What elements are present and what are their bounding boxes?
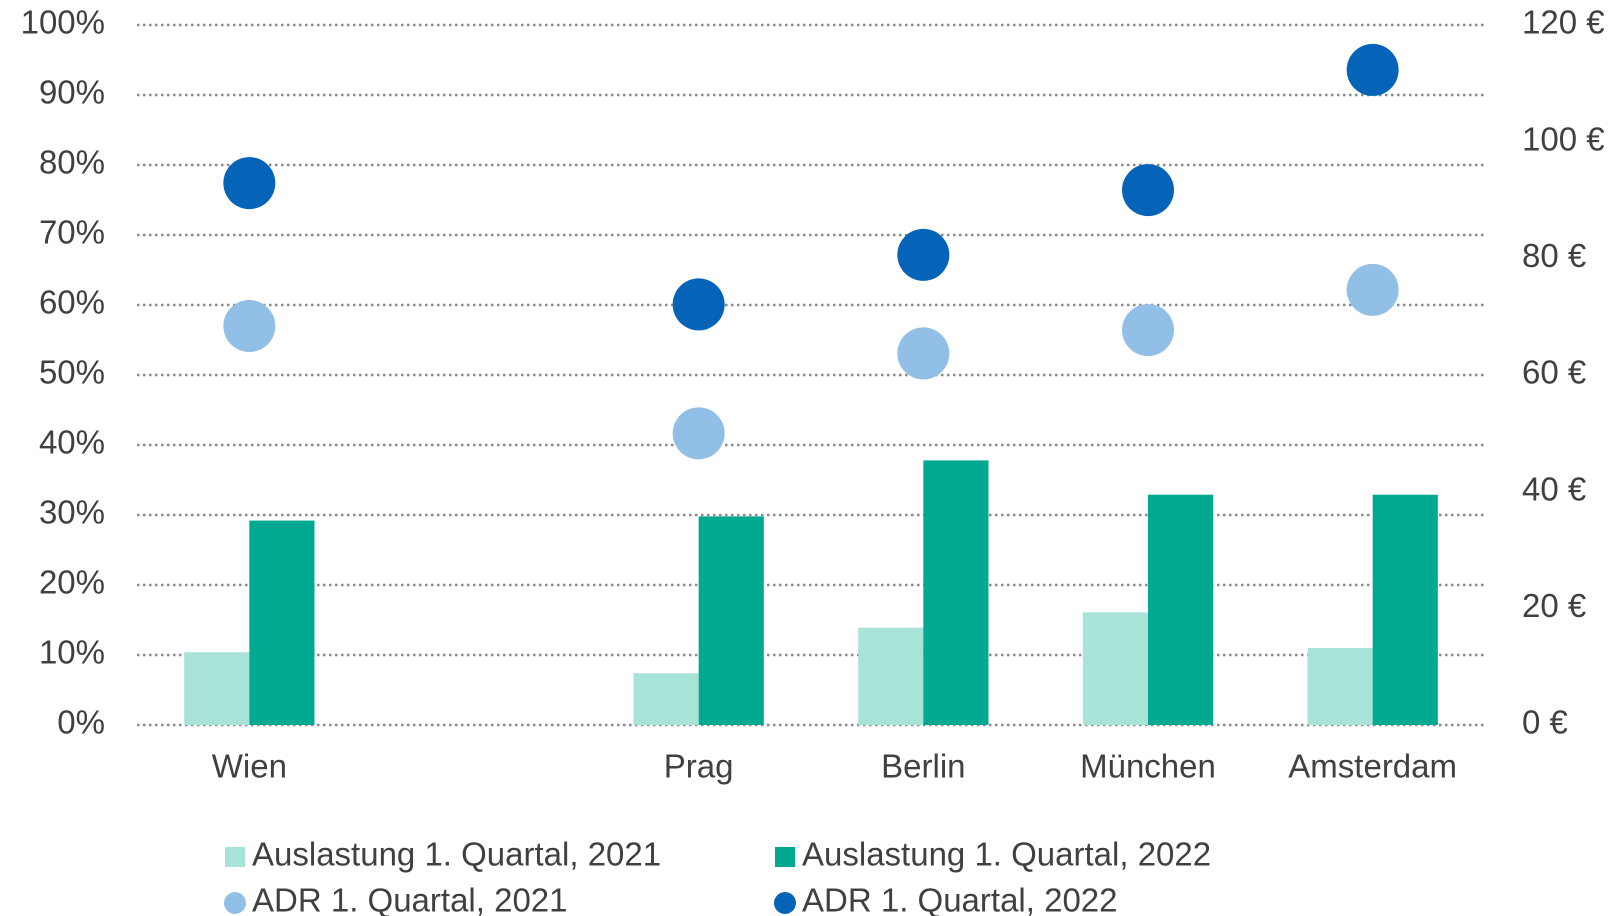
bar	[184, 652, 250, 725]
y-tick-label: 0%	[57, 704, 105, 741]
y2-tick-label: 120 €	[1522, 4, 1605, 41]
legend-label: Auslastung 1. Quartal, 2022	[802, 836, 1211, 873]
bar	[1082, 612, 1148, 725]
y-tick-label: 100%	[21, 4, 105, 41]
y-tick-label: 30%	[39, 494, 105, 531]
bar	[698, 516, 764, 725]
y-tick-label: 60%	[39, 284, 105, 321]
dot	[223, 300, 276, 352]
y-tick-label: 10%	[39, 634, 105, 671]
bar	[1307, 648, 1373, 725]
x-tick-label: Wien	[212, 748, 287, 785]
y2-tick-label: 100 €	[1522, 120, 1605, 157]
y2-tick-label: 20 €	[1522, 587, 1586, 624]
dot	[1122, 304, 1174, 357]
legend-swatch	[224, 892, 246, 914]
y2-tick-label: 80 €	[1522, 237, 1586, 274]
y-tick-label: 90%	[39, 74, 105, 111]
legend-label: Auslastung 1. Quartal, 2021	[252, 836, 661, 873]
legend-swatch	[774, 892, 796, 914]
dot	[1346, 43, 1399, 96]
legend-label: ADR 1. Quartal, 2021	[252, 882, 568, 916]
bar	[1372, 494, 1438, 725]
legend-swatch	[225, 847, 245, 867]
dot	[897, 327, 950, 380]
legend-label: ADR 1. Quartal, 2022	[802, 882, 1118, 916]
x-tick-label: München	[1080, 748, 1216, 785]
bar	[249, 520, 315, 725]
x-tick-label: Berlin	[881, 748, 965, 785]
legend-swatch	[775, 847, 795, 867]
y2-tick-label: 40 €	[1522, 470, 1586, 507]
bar	[1148, 494, 1214, 725]
y-tick-label: 40%	[39, 424, 105, 461]
bar	[633, 673, 699, 725]
dot	[672, 407, 725, 460]
y2-tick-label: 60 €	[1522, 354, 1586, 391]
bar	[923, 460, 989, 725]
y-tick-label: 20%	[39, 564, 105, 601]
dot	[1346, 263, 1399, 316]
y-tick-label: 50%	[39, 354, 105, 391]
dot	[897, 228, 950, 281]
x-tick-label: Amsterdam	[1288, 748, 1457, 785]
y-tick-label: 80%	[39, 144, 105, 181]
y2-tick-label: 0 €	[1522, 704, 1568, 741]
dot	[672, 278, 725, 331]
y-tick-label: 70%	[39, 214, 105, 251]
dot	[223, 157, 276, 210]
x-tick-label: Prag	[664, 748, 734, 785]
bar	[858, 627, 924, 725]
dot	[1122, 164, 1174, 217]
